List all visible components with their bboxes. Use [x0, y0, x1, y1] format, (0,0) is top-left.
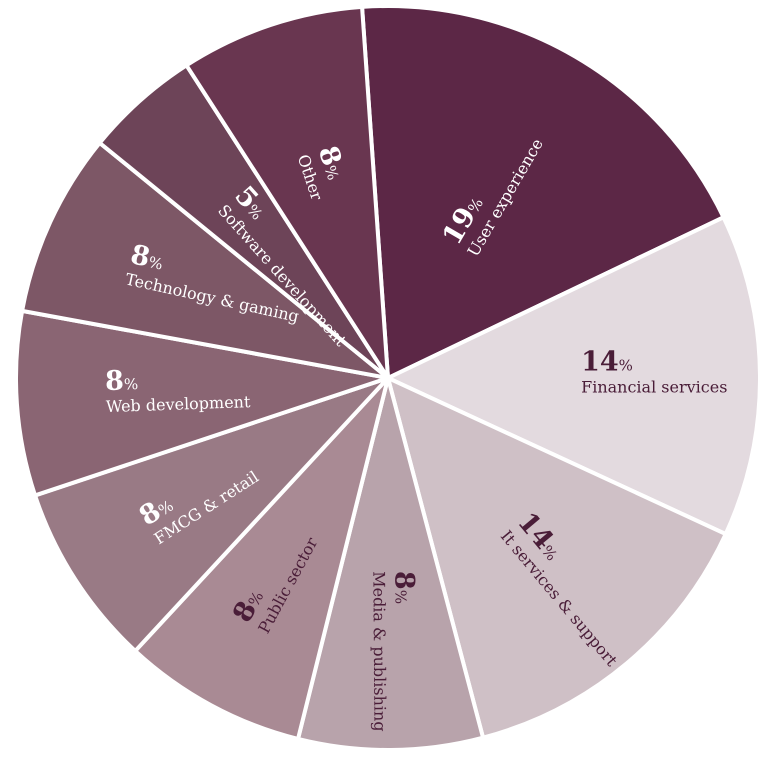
slice-value-number: 8 — [388, 571, 419, 590]
pie-slice-web-development — [14, 308, 390, 498]
slice-value-number: 14 — [581, 346, 619, 377]
pie-slice-other — [184, 4, 390, 380]
pie-slice-media-publishing — [296, 376, 486, 752]
slice-category-label: Financial services — [581, 377, 727, 396]
slice-value-label: 8% — [104, 365, 138, 397]
slice-value-unit: % — [619, 356, 633, 374]
pie-slice-public-sector — [133, 376, 390, 741]
pie-slice-it-services-support — [386, 376, 728, 740]
slice-label-group: 8%Web development — [104, 365, 251, 417]
slice-value-unit: % — [321, 163, 343, 182]
pie-slice-user-experience — [360, 4, 726, 380]
slice-value-unit: % — [124, 375, 139, 393]
pie-slice-technology-gaming — [20, 140, 390, 380]
slice-category-label: Media & publishing — [369, 571, 389, 732]
slice-value-number: 8 — [104, 366, 124, 398]
pie-slice-fmcg-retail — [33, 376, 390, 653]
slice-value-label: 8% — [312, 142, 352, 183]
slice-value-unit: % — [392, 590, 410, 604]
slice-label-group: 8%Media & publishing — [369, 571, 419, 732]
slice-value-label: 8% — [388, 571, 419, 604]
slice-value-unit: % — [147, 253, 165, 274]
slice-label-group: 14%Financial services — [581, 346, 727, 396]
slice-value-label: 14% — [581, 346, 633, 377]
